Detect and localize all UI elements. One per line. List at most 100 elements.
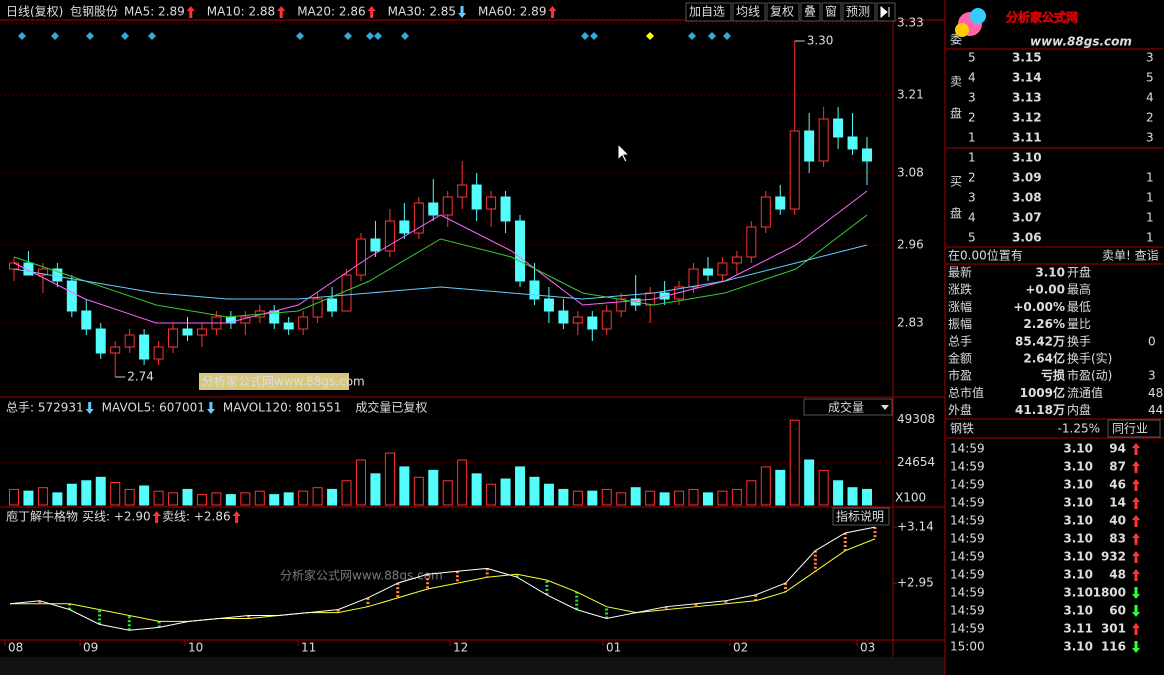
arrow-icon xyxy=(1132,461,1140,473)
volume-bar xyxy=(471,473,482,506)
stat-label: 流通值 xyxy=(1067,385,1103,400)
signal-marker xyxy=(590,32,598,40)
arrow-icon xyxy=(1132,605,1140,617)
stat-label: 市盈 xyxy=(948,368,972,383)
candle-body xyxy=(153,346,164,360)
volume-bar xyxy=(240,492,251,506)
candle-body xyxy=(312,298,323,318)
toolbar-button[interactable] xyxy=(821,2,842,22)
book-price: 3.09 xyxy=(1012,171,1042,185)
stat-label: 最高 xyxy=(1067,282,1091,297)
trade-volume: 87 xyxy=(1109,460,1126,474)
volume-bar xyxy=(52,492,63,506)
trade-time: 14:59 xyxy=(950,568,985,582)
volume-bar xyxy=(486,483,497,506)
ma-label: MA10: 2.88 xyxy=(207,5,275,19)
arrow-icon xyxy=(1132,641,1140,653)
side-label: 买 xyxy=(950,175,962,189)
stat-value: 85.42万 xyxy=(1015,334,1065,348)
y-tick-label: 24654 xyxy=(897,455,935,469)
candle-body xyxy=(616,298,627,312)
volume-bar xyxy=(428,469,439,506)
toolbar-button[interactable] xyxy=(766,2,800,22)
arrow-icon xyxy=(1132,623,1140,635)
toolbar-button[interactable] xyxy=(732,2,766,22)
volume-header: MAVOL120: 801551 xyxy=(223,401,342,415)
stat-label: 外盘 xyxy=(948,402,972,417)
volume-bar xyxy=(254,490,265,506)
volume-bar xyxy=(9,488,19,506)
volume-bar xyxy=(283,492,294,506)
trade-time: 14:59 xyxy=(950,514,985,528)
candle-body xyxy=(789,130,800,210)
candle-body xyxy=(862,148,872,162)
book-price: 3.11 xyxy=(1012,131,1042,145)
volume-bar xyxy=(225,494,236,506)
book-price: 3.15 xyxy=(1012,51,1042,65)
volume-bar xyxy=(601,488,612,506)
ma-line xyxy=(13,214,868,318)
trade-time: 14:59 xyxy=(950,460,985,474)
help-button[interactable] xyxy=(832,507,890,526)
candle-body xyxy=(587,316,598,330)
volume-bar xyxy=(327,488,338,506)
unit-label: X100 xyxy=(895,491,926,505)
stat-label: 涨幅 xyxy=(948,299,972,314)
candle-body xyxy=(52,268,63,282)
candle-body xyxy=(23,262,34,276)
side-label: 盘 xyxy=(950,206,962,221)
trade-time: 14:59 xyxy=(950,442,985,456)
trade-volume: 48 xyxy=(1109,568,1126,582)
arrow-icon xyxy=(186,6,195,18)
book-volume: 3 xyxy=(1146,131,1154,145)
volume-bar xyxy=(630,487,641,506)
logo-petal xyxy=(970,8,986,24)
volume-bar xyxy=(616,492,627,506)
toolbar-button-label: 窗 xyxy=(825,5,837,19)
volume-bar xyxy=(196,494,207,506)
book-volume: 5 xyxy=(1146,71,1154,85)
book-price: 3.06 xyxy=(1012,231,1042,245)
high-annotation: 3.30 xyxy=(807,34,834,48)
volume-bar xyxy=(211,492,222,506)
volume-bar xyxy=(760,466,771,506)
y-tick-label: 49308 xyxy=(897,412,935,426)
candle-body xyxy=(370,238,381,252)
trade-volume: 932 xyxy=(1101,550,1126,564)
candle-body xyxy=(110,346,121,354)
toolbar-button[interactable] xyxy=(800,2,821,22)
candle-body xyxy=(572,316,583,324)
candle-body xyxy=(139,334,150,360)
volume-bar xyxy=(746,480,757,506)
selector[interactable] xyxy=(803,398,893,416)
arrow-icon xyxy=(1132,479,1140,491)
trade-time: 14:59 xyxy=(950,622,985,636)
industry-button[interactable] xyxy=(1107,419,1161,438)
signal-marker xyxy=(86,32,94,40)
candle-body xyxy=(81,310,92,330)
y-tick-label: 3.08 xyxy=(897,166,924,180)
buy-line-label: 买线: +2.90 xyxy=(82,510,151,524)
candle-body xyxy=(775,196,786,210)
toolbar-button[interactable] xyxy=(685,2,732,22)
volume-header: 总手: 572931 xyxy=(6,401,84,415)
volume-bar xyxy=(298,490,309,506)
signal-marker xyxy=(646,32,654,40)
signal-marker xyxy=(374,32,382,40)
stat-value: 1009亿 xyxy=(1020,385,1065,400)
candle-body xyxy=(283,322,294,330)
ma-label: MA60: 2.89 xyxy=(478,5,546,19)
volume-bar xyxy=(529,476,540,506)
book-volume: 4 xyxy=(1146,91,1154,105)
toolbar-icon xyxy=(880,5,890,19)
trade-time: 14:59 xyxy=(950,604,985,618)
trade-price: 3.10 xyxy=(1063,550,1093,564)
trade-price: 3.10 xyxy=(1063,604,1093,618)
arrow-icon xyxy=(152,511,161,523)
arrow-icon xyxy=(1132,587,1140,599)
stat-value: 3.10 xyxy=(1035,266,1065,280)
book-price: 3.08 xyxy=(1012,191,1042,205)
signal-marker xyxy=(148,32,156,40)
volume-bar xyxy=(717,490,728,506)
toolbar-button[interactable] xyxy=(842,2,876,22)
